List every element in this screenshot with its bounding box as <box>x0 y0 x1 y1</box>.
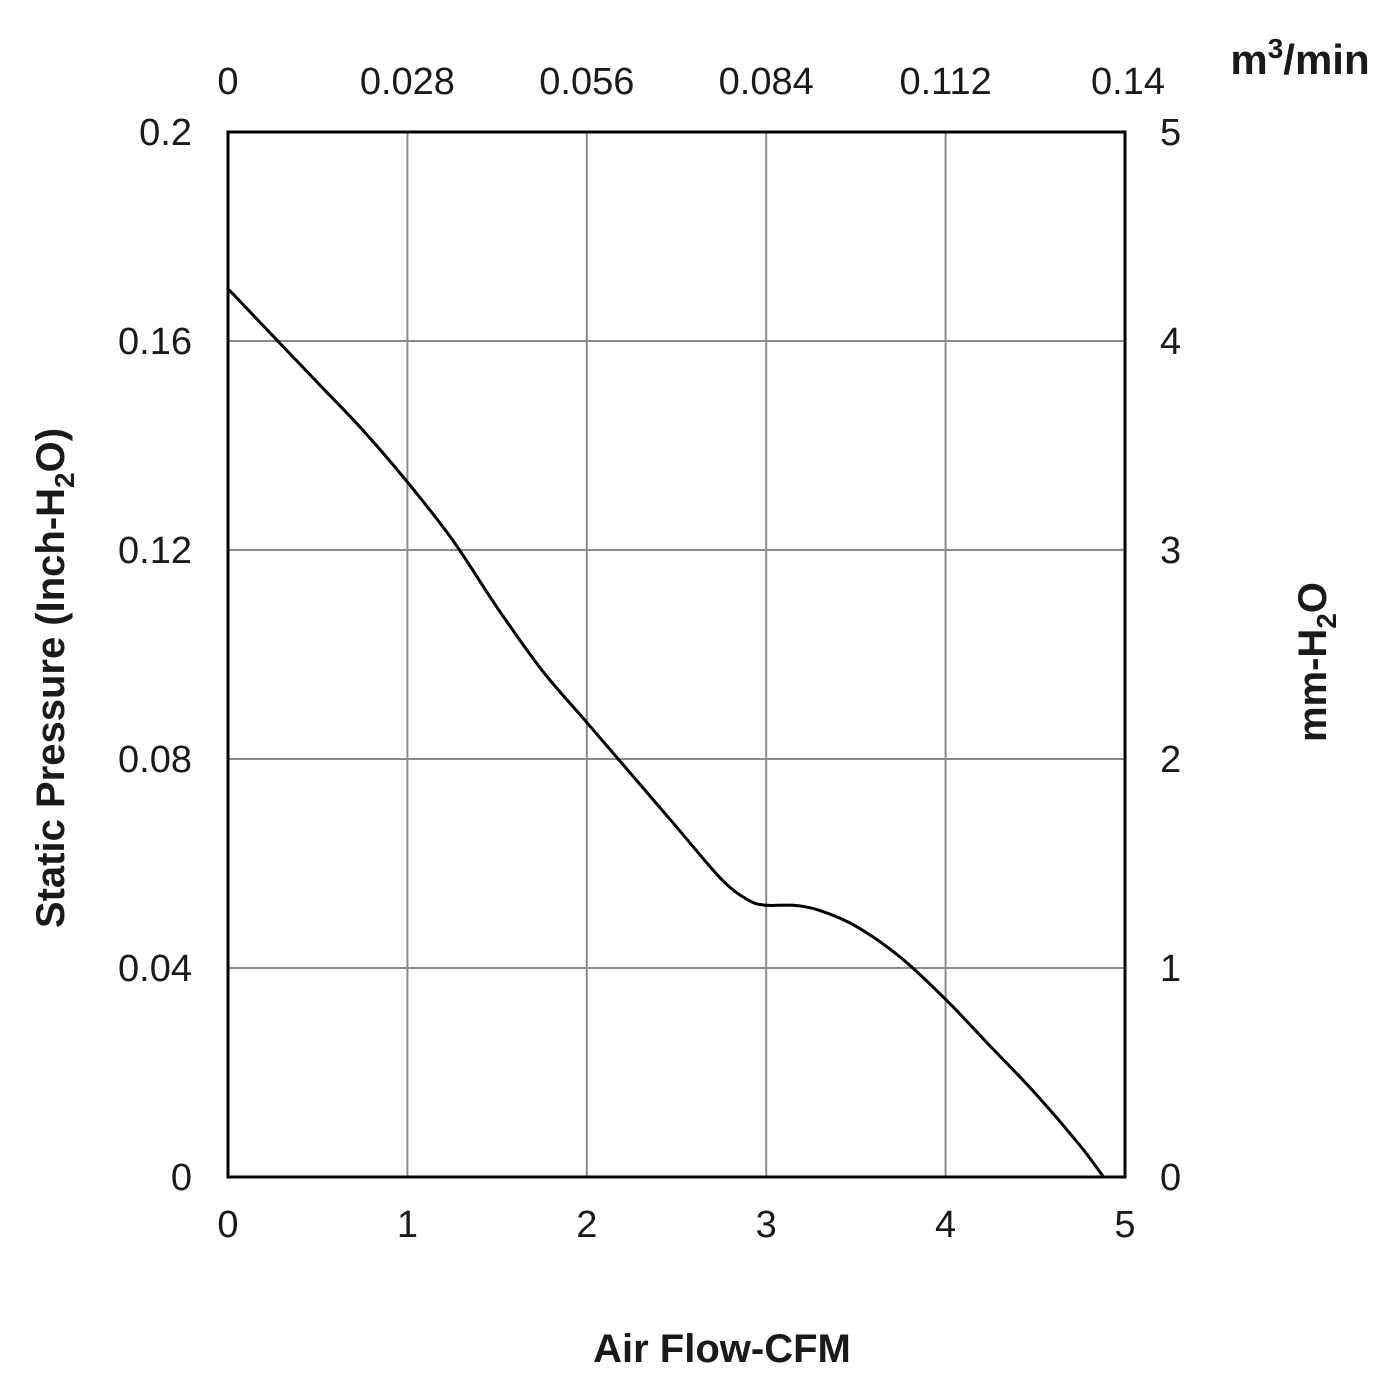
x2-tick-label: 0 <box>217 61 238 103</box>
x-tick-label: 5 <box>1114 1204 1135 1246</box>
y-tick-label: 0.12 <box>118 530 192 572</box>
y2-axis-title: mm-H2O <box>1291 582 1342 742</box>
y-axis-title-main: Static Pressure (Inch-H <box>29 488 73 928</box>
y2-tick-label: 5 <box>1160 112 1181 154</box>
x-tick-label: 0 <box>217 1204 238 1246</box>
x2-axis-title-end: /min <box>1283 36 1369 83</box>
y-axis-title-subscript: 2 <box>49 472 80 488</box>
x2-tick-label: 0.084 <box>719 61 814 103</box>
y2-tick-label: 0 <box>1160 1157 1181 1199</box>
y-tick-label: 0.16 <box>118 321 192 363</box>
y2-tick-label: 1 <box>1160 948 1181 990</box>
y-axis-title: Static Pressure (Inch-H2O) <box>29 428 80 928</box>
x2-tick-label: 0.14 <box>1091 61 1165 103</box>
x-tick-label: 4 <box>935 1204 956 1246</box>
grid-lines <box>228 132 1125 1177</box>
x2-axis-title: m3/min <box>1230 33 1369 83</box>
x2-tick-label: 0.112 <box>899 61 991 103</box>
x-axis-title: Air Flow-CFM <box>593 1327 851 1371</box>
series-layer <box>226 287 1105 1179</box>
x2-tick-label: 0.028 <box>360 61 455 103</box>
x-tick-label: 2 <box>576 1204 597 1246</box>
pressure-curve <box>226 287 1105 1179</box>
y-tick-label: 0 <box>171 1157 192 1199</box>
y2-tick-label: 4 <box>1160 321 1181 363</box>
x-tick-label: 1 <box>397 1204 418 1246</box>
plot-frame <box>226 130 1127 1179</box>
y2-tick-label: 2 <box>1160 739 1181 781</box>
y2-axis-title-subscript: 2 <box>1311 613 1342 629</box>
y2-tick-label: 3 <box>1160 530 1181 572</box>
y-axis-title-end: O) <box>29 428 73 472</box>
x2-axis-title-superscript: 3 <box>1268 33 1284 64</box>
x-tick-label: 3 <box>756 1204 777 1246</box>
x2-tick-label: 0.056 <box>539 61 634 103</box>
y-tick-label: 0.08 <box>118 739 192 781</box>
x2-axis-title-main: m <box>1230 36 1267 83</box>
y-tick-label: 0.2 <box>139 112 192 154</box>
y2-axis-title-end: O <box>1291 582 1335 613</box>
y-tick-label: 0.04 <box>118 948 192 990</box>
tick-labels: 0 1 2 3 4 50 0.028 0.056 0.084 0.112 0.1400.040.08… <box>118 61 1181 1246</box>
y2-axis-title-main: mm-H <box>1291 629 1335 742</box>
